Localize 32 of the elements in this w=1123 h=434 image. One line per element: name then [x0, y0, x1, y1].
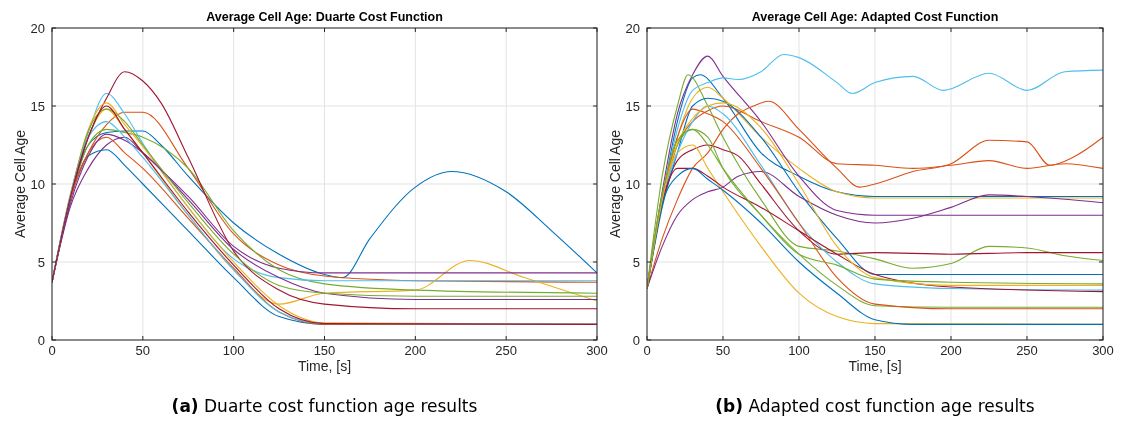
- text: (a) Duarte cost function age results: [171, 396, 478, 416]
- y-tick-label: 10: [625, 176, 640, 192]
- y-tick-label: 5: [632, 254, 640, 270]
- chart-title: Average Cell Age: Adapted Cost Function: [751, 10, 999, 24]
- y-axis-title: Average Cell Age: [12, 129, 28, 238]
- y-axis-title: Average Cell Age: [607, 129, 623, 238]
- text: (b) Adapted cost function age results: [715, 396, 1035, 416]
- y-tick-label: 5: [37, 254, 45, 270]
- chart-title: Average Cell Age: Duarte Cost Function: [206, 10, 443, 24]
- x-axis-title: Time, [s]: [297, 358, 352, 374]
- x-tick-label: 300: [1092, 343, 1114, 358]
- x-tick-label: 150: [313, 343, 336, 358]
- x-tick-label: 0: [48, 343, 56, 358]
- x-tick-label: 50: [135, 343, 151, 358]
- y-tick-label: 20: [30, 20, 45, 36]
- x-tick-label: 150: [864, 343, 886, 358]
- x-tick-label: 300: [586, 343, 608, 358]
- x-tick-label: 50: [715, 343, 731, 358]
- x-tick-label: 100: [222, 343, 245, 358]
- y-tick-label: 0: [37, 332, 45, 348]
- x-tick-label: 200: [940, 343, 962, 358]
- x-tick-label: 200: [404, 343, 427, 358]
- y-tick-label: 0: [632, 332, 640, 348]
- y-tick-label: 20: [625, 20, 640, 36]
- x-tick-label: 100: [788, 343, 810, 358]
- y-tick-label: 15: [30, 98, 45, 114]
- x-tick-label: 0: [643, 343, 651, 358]
- y-tick-label: 10: [30, 176, 45, 192]
- y-tick-label: 15: [625, 98, 640, 114]
- x-tick-label: 250: [495, 343, 518, 358]
- x-tick-label: 250: [1016, 343, 1038, 358]
- x-axis-title: Time, [s]: [848, 358, 902, 374]
